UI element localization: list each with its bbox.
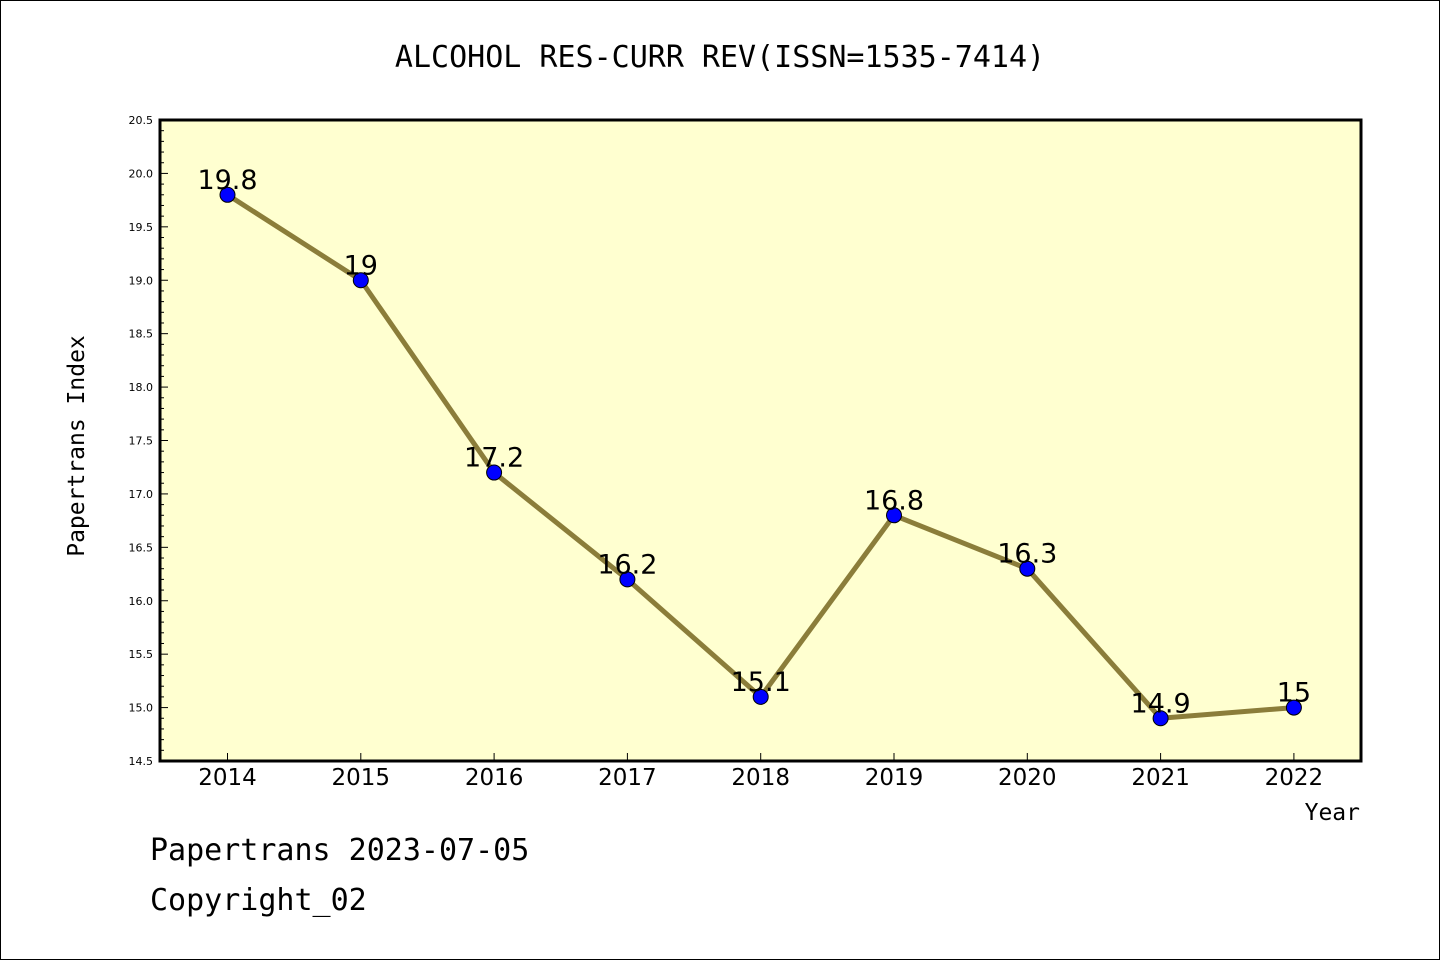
- data-point: [886, 507, 902, 524]
- data-points: [219, 186, 1302, 727]
- y-tick-label: 16.0: [129, 595, 154, 608]
- x-tick-label: 2022: [1265, 765, 1324, 791]
- y-tick-label: 20.5: [129, 114, 154, 127]
- data-point: [352, 272, 369, 289]
- x-tick-label: 2016: [465, 765, 524, 791]
- data-point: [1152, 710, 1169, 727]
- y-tick-label: 16.5: [129, 541, 154, 554]
- y-tick-label: 14.5: [129, 755, 154, 768]
- chart-title: ALCOHOL RES-CURR REV(ISSN=1535-7414): [395, 40, 1045, 75]
- y-tick-label: 17.0: [129, 488, 154, 501]
- y-tick-label: 19.0: [129, 274, 154, 287]
- plot-area: [160, 120, 1361, 761]
- y-axis-label: Papertrans Index: [64, 335, 90, 557]
- y-tick-label: 19.5: [129, 221, 154, 234]
- x-tick-label: 2021: [1131, 765, 1190, 791]
- x-tick-label: 2015: [332, 765, 391, 791]
- plot-border: [158, 118, 1363, 763]
- y-tick-label: 18.5: [129, 328, 154, 341]
- data-label: 19: [344, 250, 378, 281]
- y-axis: 14.5 15.0 15.5 16.0 16.5 17.0 17.5 18.0 18.5 19.0…: [129, 114, 168, 768]
- data-label: 16.8: [864, 485, 924, 516]
- x-tick-label: 2019: [865, 765, 924, 791]
- x-tick-label: 2018: [731, 765, 790, 791]
- data-label: 15: [1277, 678, 1311, 709]
- data-label: 19.8: [197, 165, 257, 196]
- data-label: 14.9: [1131, 688, 1191, 719]
- y-tick-label: 18.0: [129, 381, 154, 394]
- data-point: [1285, 699, 1302, 716]
- x-axis-label: Year: [1305, 800, 1360, 826]
- data-point: [619, 571, 636, 588]
- data-point: [1019, 560, 1036, 577]
- data-point: [752, 688, 769, 705]
- data-label: 16.2: [597, 549, 657, 580]
- x-tick-label: 2017: [598, 765, 657, 791]
- data-label: 17.2: [464, 443, 524, 474]
- data-label: 15.1: [731, 667, 791, 698]
- y-tick-label: 20.0: [129, 167, 154, 180]
- x-axis: 2014 2015 2016 2017 2018 2019 2020 2021 2022: [198, 753, 1323, 791]
- footer-date: Papertrans 2023-07-05: [150, 833, 530, 868]
- footer-copyright: Copyright_02: [150, 883, 367, 918]
- data-point: [219, 186, 236, 203]
- y-tick-label: 15.5: [129, 648, 154, 661]
- data-label: 16.3: [997, 539, 1057, 570]
- y-tick-label: 15.0: [129, 702, 154, 715]
- y-tick-label: 17.5: [129, 435, 154, 448]
- x-tick-label: 2020: [998, 765, 1057, 791]
- data-labels: 19.8 19 17.2 16.2 15.1 16.8 16.3 14.9 15: [197, 165, 1311, 719]
- x-tick-label: 2014: [198, 765, 257, 791]
- data-point: [486, 464, 503, 481]
